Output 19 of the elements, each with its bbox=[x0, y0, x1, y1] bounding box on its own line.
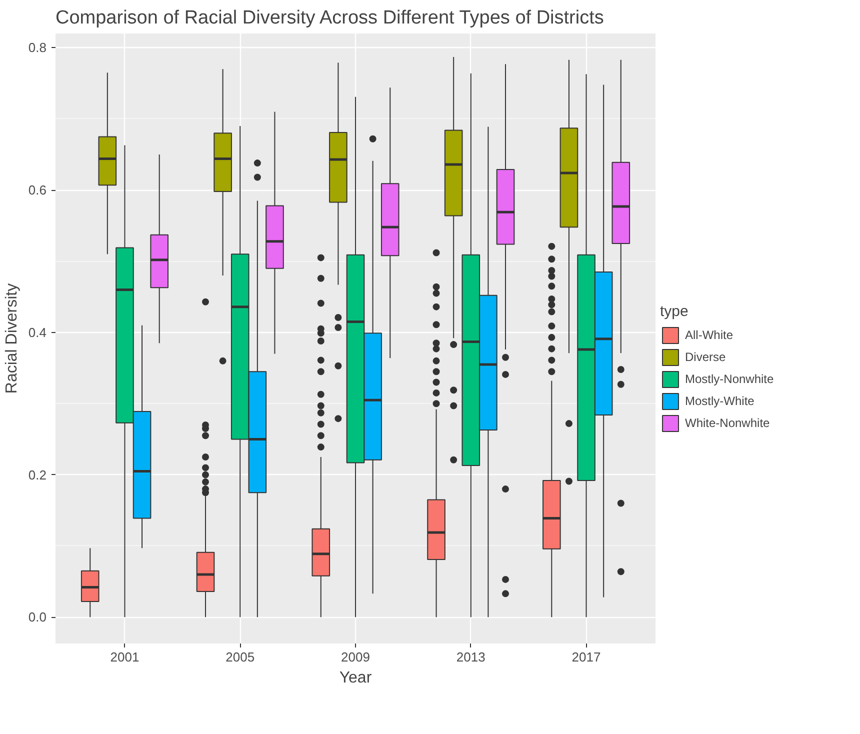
y-tick-label: 0.2 bbox=[28, 467, 47, 482]
x-tick-label: 2009 bbox=[341, 650, 370, 664]
legend-title: type bbox=[660, 303, 690, 320]
x-tick-label: 2017 bbox=[572, 650, 601, 664]
y-tick-label: 0.8 bbox=[28, 40, 47, 56]
x-tick-label: 2001 bbox=[110, 650, 140, 664]
y-axis-title: Racial Diversity bbox=[3, 283, 20, 394]
legend-label: Mostly-Nonwhite bbox=[685, 372, 774, 386]
x-axis-title: Year bbox=[339, 670, 372, 686]
y-tick-label: 0.6 bbox=[28, 182, 47, 198]
legend-label: All-White bbox=[685, 328, 734, 342]
x-tick-label: 2005 bbox=[226, 650, 255, 664]
y-tick-label: 0.4 bbox=[28, 324, 47, 340]
legend-label: Diverse bbox=[685, 350, 726, 364]
chart-title: Comparison of Racial Diversity Across Different Types of Districts bbox=[56, 8, 604, 28]
x-tick-label: 2013 bbox=[456, 650, 486, 664]
legend-label: Mostly-White bbox=[685, 394, 754, 408]
y-tick-label: 0.0 bbox=[28, 610, 47, 625]
legend-label: White-Nonwhite bbox=[685, 416, 770, 430]
